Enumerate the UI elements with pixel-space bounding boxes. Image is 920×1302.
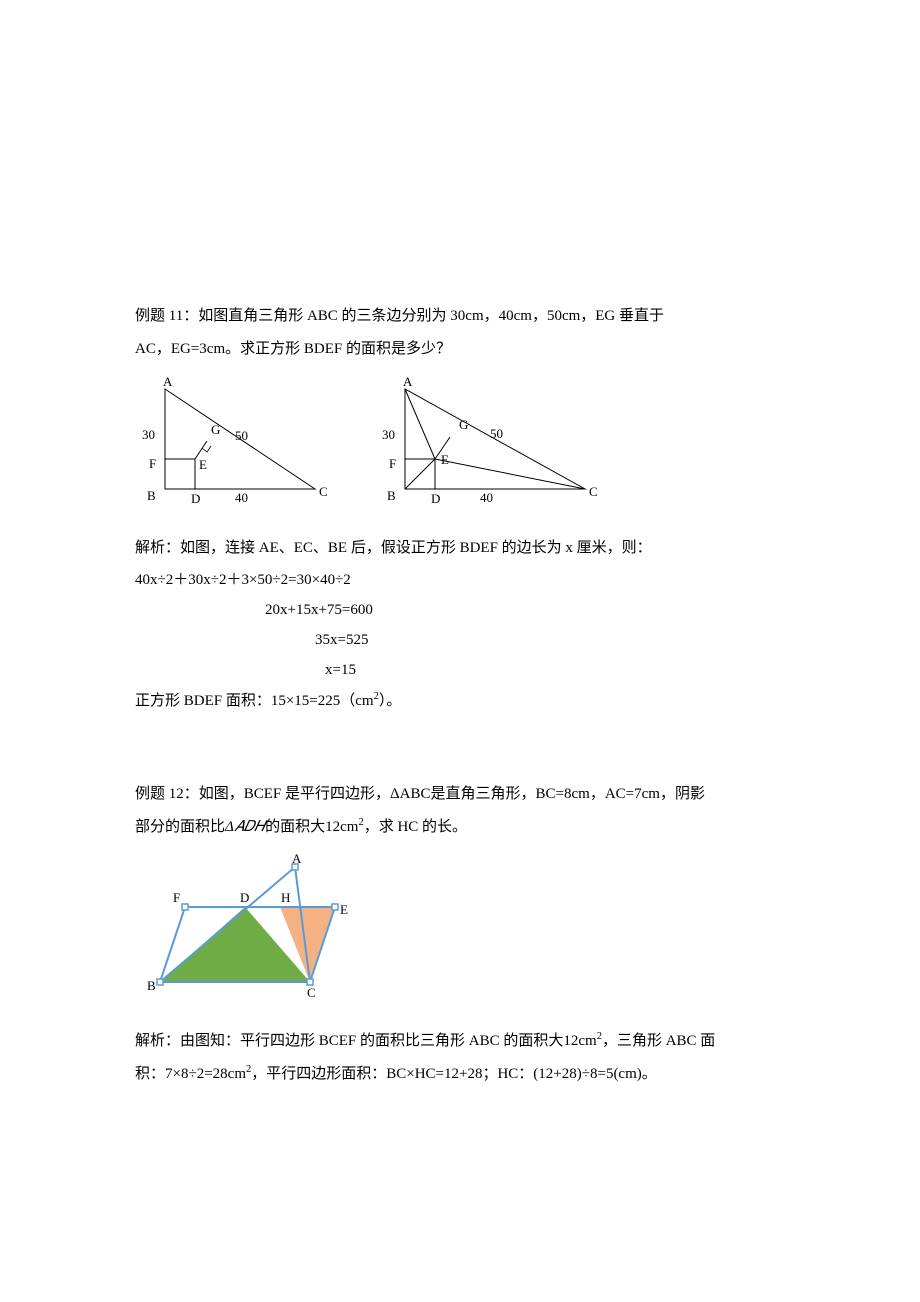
label-40-left: 40 bbox=[235, 490, 248, 505]
n12b: 12 bbox=[563, 1033, 578, 1049]
p11-answer: 正方形 BDEF 面积：15×15=225（cm2）。 bbox=[135, 685, 785, 718]
label-D-r: D bbox=[431, 491, 440, 506]
p11-eq4: x=15 bbox=[135, 655, 785, 685]
cm2-c: cm2 bbox=[228, 1066, 252, 1082]
segment-ec bbox=[435, 459, 585, 489]
p11-title-line2: AC，EG=3cm。求正方形 BDEF 的面积是多少？ bbox=[135, 333, 785, 366]
right-triangle-group: A B C D E F G 30 40 50 bbox=[382, 374, 598, 506]
label-A2: A bbox=[292, 852, 302, 866]
label-F: F bbox=[149, 456, 156, 471]
cm2-unit: cm2 bbox=[355, 693, 379, 709]
p12-s-b: ，三角形 ABC 面 bbox=[602, 1033, 715, 1049]
p11-solution-intro: 解析：如图，连接 AE、EC、BE 后，假设正方形 BDEF 的边长为 x 厘米… bbox=[135, 532, 785, 565]
p12-t-c: 部分的面积比 bbox=[135, 819, 225, 835]
p12-title-line2: 部分的面积比Δ𝐴𝐷𝐻的面积大12cm2，求 HC 的长。 bbox=[135, 811, 785, 844]
label-E2: E bbox=[340, 902, 348, 917]
p12-t-e: ，求 HC 的长。 bbox=[364, 819, 467, 835]
triangle-diagrams-svg: A B C D E F G 30 40 50 A B bbox=[135, 374, 605, 509]
twelve-cm2-b: 12cm2 bbox=[563, 1033, 602, 1049]
cm-text: cm bbox=[355, 693, 373, 709]
p11-eq3: 35x=525 bbox=[135, 625, 785, 655]
p11-title-line1: 例题 11：如图直角三角形 ABC 的三条边分别为 30cm，40cm，50cm… bbox=[135, 300, 785, 333]
p11-ans-a: 正方形 BDEF 面积：15×15=225（ bbox=[135, 693, 355, 709]
label-B-r: B bbox=[387, 488, 396, 503]
label-40-r: 40 bbox=[480, 490, 493, 505]
p11-eq2: 20x+15x+75=600 bbox=[135, 595, 785, 625]
p11-equations: 40x÷2＋30x÷2＋3×50÷2=30×40÷2 20x+15x+75=60… bbox=[135, 565, 785, 685]
p12-t-a: 例题 12：如图，BCEF 是平行四边形， bbox=[135, 786, 390, 802]
label-E-r: E bbox=[441, 452, 449, 467]
segment-be bbox=[405, 459, 435, 489]
p11-ans-b: ）。 bbox=[379, 693, 402, 709]
label-G: G bbox=[211, 422, 220, 437]
label-G-r: G bbox=[459, 417, 468, 432]
label-30-left: 30 bbox=[142, 427, 155, 442]
label-B2: B bbox=[147, 978, 156, 993]
label-E: E bbox=[199, 457, 207, 472]
p11-eq1: 40x÷2＋30x÷2＋3×50÷2=30×40÷2 bbox=[135, 565, 785, 595]
label-C: C bbox=[319, 484, 328, 499]
p12-s-c: 积：7×8÷2=28 bbox=[135, 1066, 228, 1082]
p12-s-d: ，平行四边形面积：BC×HC=12+28；HC：(12+28)÷8=5(cm)。 bbox=[251, 1066, 657, 1082]
document-page: 例题 11：如图直角三角形 ABC 的三条边分别为 30cm，40cm，50cm… bbox=[0, 0, 920, 1302]
label-D2: D bbox=[240, 890, 249, 905]
p12-s-a: 解析：由图知：平行四边形 BCEF 的面积比三角形 ABC 的面积大 bbox=[135, 1033, 563, 1049]
label-50-r: 50 bbox=[490, 426, 503, 441]
label-C-r: C bbox=[589, 484, 598, 499]
label-F2: F bbox=[173, 890, 180, 905]
cm-a: cm bbox=[340, 819, 358, 835]
label-30-r: 30 bbox=[382, 427, 395, 442]
p12-sol-line2: 积：7×8÷2=28cm2，平行四边形面积：BC×HC=12+28；HC：(12… bbox=[135, 1058, 785, 1091]
parallelogram-svg: A B C D E F H bbox=[135, 852, 385, 1002]
delta-abc: ΔABC bbox=[390, 786, 431, 802]
p12-figure: A B C D E F H bbox=[135, 852, 785, 1015]
delta-adh: Δ𝐴𝐷𝐻 bbox=[225, 819, 265, 835]
section-gap bbox=[135, 718, 785, 778]
p12-sol-line1: 解析：由图知：平行四边形 BCEF 的面积比三角形 ABC 的面积大12cm2，… bbox=[135, 1025, 785, 1058]
square-bdef-left bbox=[165, 459, 195, 489]
label-F-r: F bbox=[389, 456, 396, 471]
cmc: cm bbox=[228, 1066, 246, 1082]
label-H2: H bbox=[281, 890, 290, 905]
twelve-cm2-a: 12cm2 bbox=[325, 819, 364, 835]
label-D: D bbox=[191, 491, 200, 506]
p12-t-d: 的面积大 bbox=[265, 819, 325, 835]
label-A-r: A bbox=[403, 374, 413, 389]
left-triangle-group: A B C D E F G 30 40 50 bbox=[142, 374, 328, 506]
p12-t-b: 是直角三角形，BC=8cm，AC=7cm，阴影 bbox=[431, 786, 705, 802]
label-A: A bbox=[163, 374, 173, 389]
p12-title-line1: 例题 12：如图，BCEF 是平行四边形，ΔABC是直角三角形，BC=8cm，A… bbox=[135, 778, 785, 811]
segment-ae bbox=[405, 389, 435, 459]
p11-figures: A B C D E F G 30 40 50 A B bbox=[135, 374, 785, 522]
label-50-left: 50 bbox=[235, 428, 248, 443]
label-B: B bbox=[147, 488, 156, 503]
label-C2: C bbox=[307, 985, 316, 1000]
num-12: 12 bbox=[325, 819, 340, 835]
cmb: cm bbox=[578, 1033, 596, 1049]
